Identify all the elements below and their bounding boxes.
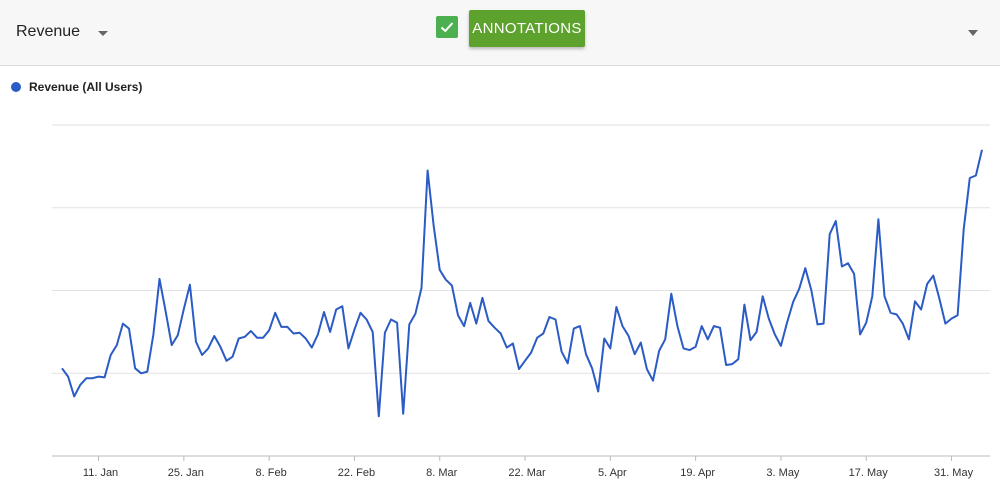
x-tick-label: 22. Mar (508, 467, 546, 479)
annotations-checkbox[interactable] (436, 16, 458, 38)
x-tick-label: 8. Feb (256, 467, 287, 479)
x-tick-label: 25. Jan (168, 467, 204, 479)
x-tick-label: 3. May (766, 467, 800, 479)
annotations-button[interactable]: ANNOTATIONS (469, 10, 585, 47)
legend-entry-revenue: Revenue (All Users) (29, 80, 143, 94)
chevron-down-icon (98, 30, 109, 36)
chart-legend: Revenue (All Users) (11, 80, 142, 94)
x-tick-label: 31. May (934, 467, 974, 479)
x-tick-label: 5. Apr (598, 467, 627, 479)
options-chevron-down-icon[interactable] (968, 30, 978, 36)
x-tick-label: 17. May (849, 467, 889, 479)
x-tick-label: 11. Jan (83, 467, 118, 479)
x-tick-label: 19. Apr (680, 467, 715, 479)
metric-dropdown[interactable]: Revenue (0, 12, 109, 52)
x-tick-label: 22. Feb (338, 467, 375, 479)
series-line-revenue (61, 149, 983, 418)
chart-toolbar: Revenue ANNOTATIONS (0, 0, 1000, 66)
checkmark-icon (440, 22, 454, 33)
x-tick-label: 8. Mar (426, 467, 458, 479)
metric-dropdown-label: Revenue (16, 23, 81, 40)
legend-dot-icon (11, 82, 21, 92)
